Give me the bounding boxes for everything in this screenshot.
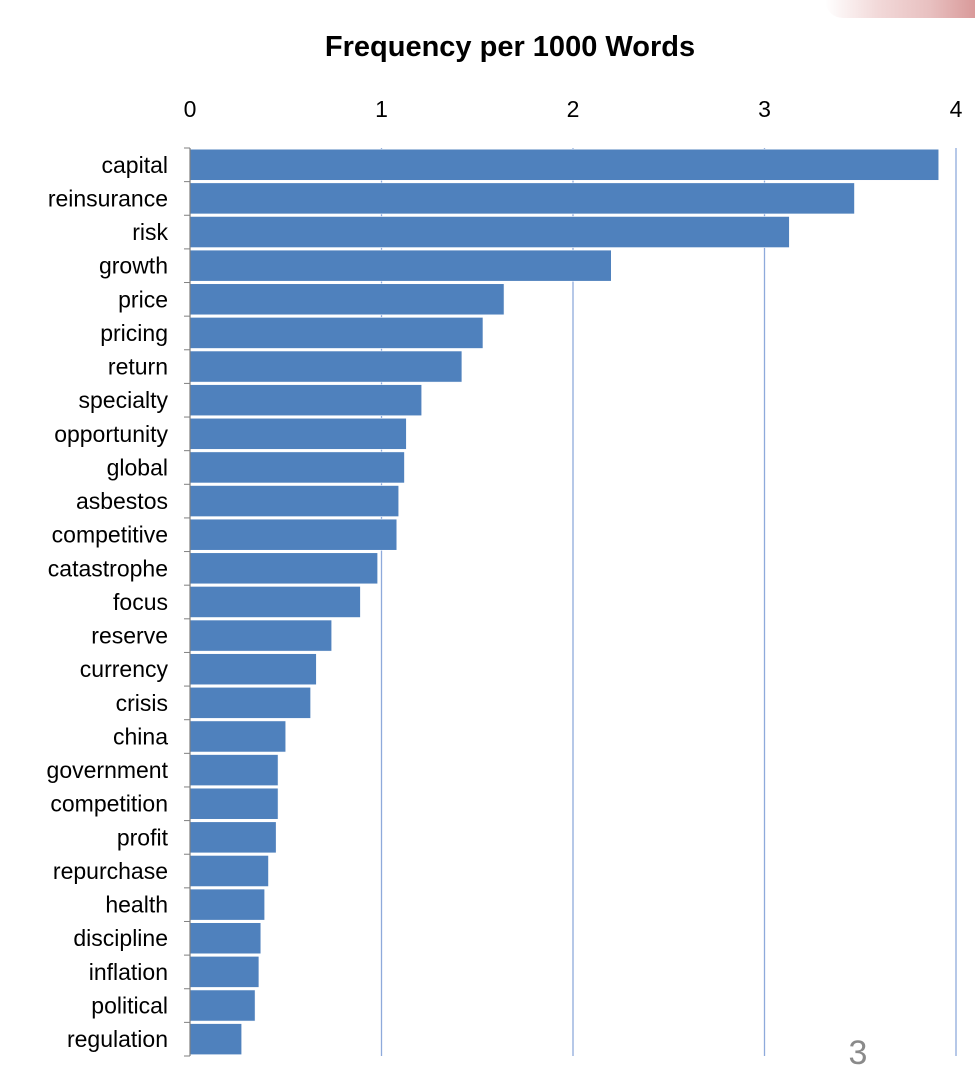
bar	[189, 787, 279, 820]
category-label: growth	[99, 253, 168, 279]
x-tick-label: 0	[184, 96, 197, 122]
category-label: capital	[102, 152, 168, 178]
bar	[189, 586, 361, 618]
bar	[189, 989, 256, 1022]
x-axis-ticks: 0 1 2 3 4	[184, 96, 963, 122]
bar	[189, 720, 287, 753]
bar	[189, 518, 398, 551]
x-tick-label: 2	[567, 96, 580, 122]
bar	[189, 922, 262, 955]
bar	[189, 888, 265, 921]
category-label: regulation	[67, 1026, 168, 1052]
x-tick-label: 3	[758, 96, 771, 122]
category-labels: capital reinsurance risk growth price pricing…	[47, 152, 169, 1052]
category-label: repurchase	[53, 858, 168, 884]
category-label: political	[91, 993, 168, 1019]
bar	[189, 417, 407, 450]
category-label: inflation	[89, 959, 168, 985]
category-label: specialty	[79, 387, 169, 413]
bar	[189, 754, 279, 786]
category-label: global	[107, 454, 168, 480]
bar	[189, 451, 405, 484]
category-label: discipline	[73, 925, 168, 951]
category-label: price	[118, 286, 168, 312]
category-label: currency	[80, 656, 169, 682]
bar	[189, 317, 484, 349]
bar	[189, 216, 790, 248]
bar	[189, 485, 400, 517]
bar	[189, 283, 505, 316]
bar	[189, 552, 378, 585]
chart-title: Frequency per 1000 Words	[325, 31, 695, 63]
category-label: competitive	[52, 522, 168, 548]
x-tick-label: 1	[375, 96, 388, 122]
category-label: profit	[117, 824, 169, 850]
category-label: risk	[132, 219, 168, 245]
bar	[189, 249, 612, 282]
bar	[189, 619, 333, 652]
page-number: 3	[849, 1034, 868, 1072]
y-axis-tick-marks	[184, 147, 190, 1057]
bar	[189, 686, 311, 719]
bar	[189, 956, 260, 988]
category-label: government	[47, 757, 169, 783]
x-tick-label: 4	[950, 96, 963, 122]
category-label: reinsurance	[48, 185, 168, 211]
bar	[189, 384, 423, 417]
bar	[189, 148, 940, 181]
bars	[189, 148, 940, 1056]
bar	[189, 182, 855, 215]
category-label: crisis	[116, 690, 168, 716]
category-label: competition	[50, 791, 168, 817]
category-label: health	[105, 892, 168, 918]
category-label: focus	[113, 589, 168, 615]
category-label: asbestos	[76, 488, 168, 514]
bar	[189, 350, 463, 383]
bar	[189, 855, 269, 887]
category-label: opportunity	[54, 421, 168, 447]
category-label: reserve	[91, 623, 168, 649]
category-label: pricing	[100, 320, 168, 346]
category-label: return	[108, 354, 168, 380]
bar	[189, 821, 277, 854]
bar	[189, 653, 317, 686]
bar	[189, 1023, 243, 1056]
corner-decoration	[825, 0, 975, 18]
category-label: catastrophe	[48, 555, 168, 581]
category-label: china	[113, 723, 168, 749]
